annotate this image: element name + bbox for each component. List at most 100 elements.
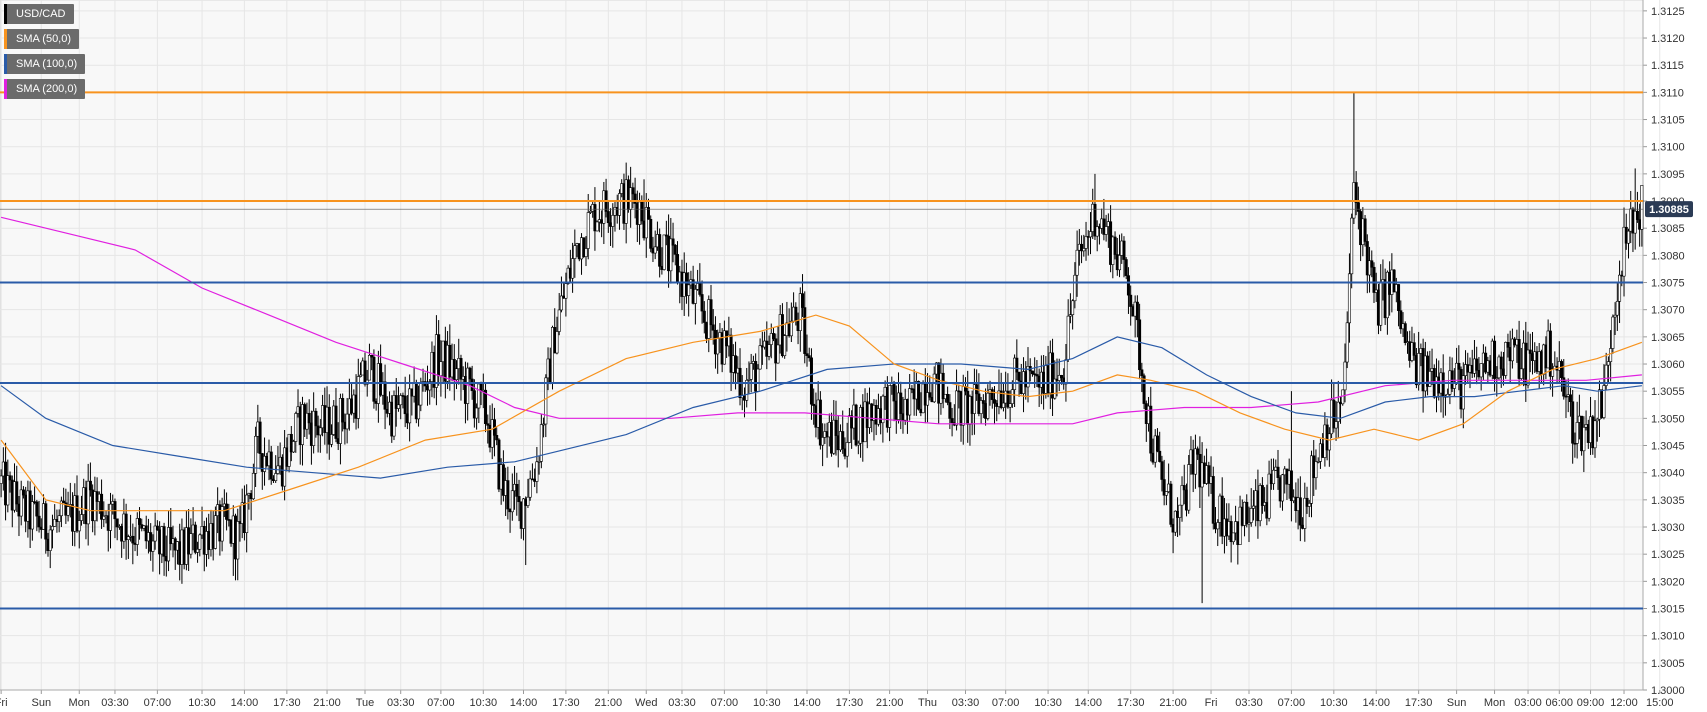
candle-body (644, 207, 648, 239)
candle-body (673, 244, 677, 255)
x-tick-label: 09:00 (1577, 697, 1605, 709)
candle-body (1475, 358, 1479, 371)
candle-body (6, 475, 10, 506)
price-tag (1645, 201, 1693, 218)
candle-body (1343, 361, 1347, 391)
candle-body (439, 361, 443, 376)
candle-body (899, 392, 903, 414)
candle-body (292, 441, 296, 453)
candle-body (193, 524, 197, 553)
candle-body (573, 245, 577, 259)
x-tick-label: 06:00 (1546, 697, 1574, 709)
candle-body (370, 354, 374, 358)
x-tick-label: 07:00 (427, 697, 455, 709)
candle-body (559, 295, 563, 311)
candle-body (495, 435, 499, 441)
candle-body (1155, 435, 1159, 452)
candle-body (169, 527, 173, 545)
candle-body (671, 238, 675, 246)
candle-body (999, 390, 1003, 408)
candle-body (941, 372, 945, 400)
candle-body (758, 345, 762, 370)
candle-body (428, 381, 432, 391)
candle-body (1142, 375, 1146, 404)
candle-body (50, 526, 54, 531)
candle-body (283, 447, 287, 487)
candle-body (1267, 473, 1271, 519)
candle-body (767, 344, 771, 357)
candle-body (0, 475, 3, 484)
candle-body (1289, 470, 1293, 502)
candle-body (821, 437, 825, 446)
candle-body (1276, 466, 1280, 478)
x-tick-label: 03:30 (1235, 697, 1263, 709)
candle-body (109, 503, 113, 531)
candle-body (722, 330, 726, 365)
x-tick-label: 03:30 (101, 697, 129, 709)
candle-body (734, 355, 738, 374)
candle-body (1238, 506, 1242, 545)
candle-body (1247, 522, 1251, 525)
candle-body (1164, 491, 1168, 496)
candle-body (1073, 274, 1077, 302)
legend-item-sma100[interactable]: SMA (100,0) (4, 54, 86, 74)
candle-body (1575, 422, 1579, 444)
candle-body (1008, 403, 1012, 408)
legend-item-sma50[interactable]: SMA (50,0) (4, 29, 80, 49)
candle-body (926, 392, 930, 406)
candle-body (961, 386, 965, 426)
candle-body (1207, 465, 1211, 484)
candle-body (1088, 231, 1092, 238)
candle-body (711, 324, 715, 331)
candle-body (812, 403, 816, 406)
candle-body (245, 494, 249, 534)
candle-body (1345, 322, 1349, 363)
candle-body (334, 405, 338, 439)
y-tick-label: 1.3000 (1651, 685, 1685, 697)
candle-body (747, 379, 751, 381)
x-tick-label: 21:00 (313, 697, 341, 709)
candle-body (537, 461, 541, 463)
y-tick-label: 1.3040 (1651, 468, 1685, 480)
y-tick-label: 1.3060 (1651, 359, 1685, 371)
candle-body (1082, 248, 1086, 252)
y-tick-label: 1.3035 (1651, 495, 1685, 507)
candle-body (1363, 218, 1367, 242)
x-tick-label: Fri (0, 697, 8, 709)
candle-body (1499, 356, 1503, 370)
candle-body (888, 385, 892, 428)
price-tag-label: 1.30885 (1649, 204, 1689, 216)
candle-body (1104, 226, 1108, 235)
candle-body (653, 246, 657, 254)
candle-body (57, 515, 61, 522)
candle-body (1071, 300, 1075, 315)
candle-body (486, 423, 490, 426)
candle-body (1611, 316, 1615, 349)
candle-body (892, 382, 896, 402)
candle-body (1548, 330, 1552, 377)
candle-body (803, 307, 807, 354)
legend-item-usdcad[interactable]: USD/CAD (4, 4, 74, 24)
candle-body (77, 520, 81, 532)
y-tick-label: 1.3030 (1651, 522, 1685, 534)
candle-body (698, 283, 702, 295)
candle-body (990, 389, 994, 400)
candle-body (37, 515, 41, 528)
legend-swatch-sma100 (4, 54, 7, 74)
candle-body (1178, 504, 1182, 518)
legend-item-sma200[interactable]: SMA (200,0) (4, 79, 86, 99)
candle-body (783, 335, 787, 357)
sma50-line (0, 314, 1643, 512)
candle-body (1272, 469, 1276, 485)
candle-body (1385, 271, 1389, 319)
x-tick-label: 10:30 (753, 697, 781, 709)
candle-body (1180, 485, 1184, 506)
candle-body (986, 392, 990, 419)
candle-body (542, 423, 546, 426)
candle-body (1093, 203, 1097, 237)
candle-body (702, 310, 706, 323)
candle-body (66, 506, 70, 516)
candle-body (745, 379, 749, 401)
candle-body (1187, 464, 1191, 511)
